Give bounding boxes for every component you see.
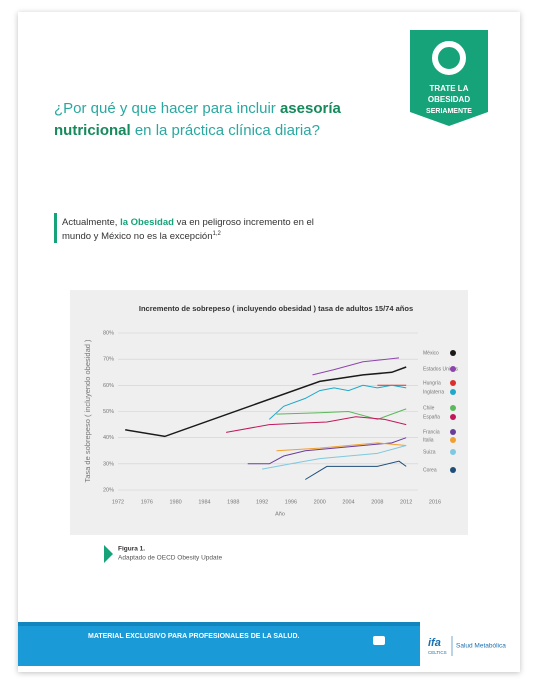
y-tick-label: 40% bbox=[103, 435, 114, 441]
legend-label: México bbox=[423, 350, 439, 356]
y-tick-label: 80% bbox=[103, 330, 114, 336]
series-line bbox=[276, 408, 407, 420]
quote-text: va en peligroso incremento en el bbox=[174, 217, 314, 228]
legend-label: Estados Unidos bbox=[423, 366, 459, 372]
figure-caption: Adaptado de OECD Obesity Update bbox=[118, 555, 222, 562]
logo-sub: CELTICS bbox=[428, 650, 447, 655]
legend-label: España bbox=[423, 414, 440, 420]
legend-label: Hungría bbox=[423, 380, 441, 386]
series-line bbox=[312, 357, 400, 376]
legend-flag bbox=[450, 449, 456, 455]
legend-label: Chile bbox=[423, 405, 435, 411]
legend-flag bbox=[450, 366, 456, 372]
x-tick-label: 1976 bbox=[141, 499, 153, 505]
legend-flag bbox=[450, 414, 456, 420]
legend-flag bbox=[450, 429, 456, 435]
chart: 20% 30% 40% 50% 60% 70% 80% 1972 1976 1980 1984 198… bbox=[103, 330, 459, 505]
quote-bold: la Obesidad bbox=[120, 217, 174, 228]
x-tick-label: 2016 bbox=[429, 499, 441, 505]
logo: ifa bbox=[428, 637, 441, 649]
x-tick-label: 2000 bbox=[314, 499, 326, 505]
series-line bbox=[305, 460, 407, 480]
series-line bbox=[262, 445, 407, 470]
quote-bar bbox=[54, 213, 57, 243]
heading-text: ¿Por qué y que hacer para incluir bbox=[54, 100, 280, 117]
footer-band bbox=[18, 622, 420, 666]
x-axis-title: Año bbox=[275, 511, 285, 517]
heading: ¿Por qué y que hacer para incluir asesor… bbox=[54, 100, 341, 117]
legend-flag bbox=[450, 350, 456, 356]
quote-text: mundo y México no es la excepción bbox=[62, 231, 213, 242]
heading-text: en la práctica clínica diaria? bbox=[131, 122, 320, 139]
series-line bbox=[125, 366, 407, 438]
x-tick-label: 1992 bbox=[256, 499, 268, 505]
series-line bbox=[226, 416, 407, 433]
badge-line: OBESIDAD bbox=[428, 95, 470, 104]
x-tick-label: 2008 bbox=[371, 499, 383, 505]
x-tick-label: 1984 bbox=[198, 499, 210, 505]
y-tick-label: 20% bbox=[103, 487, 114, 493]
heading-bold: nutricional bbox=[54, 122, 131, 139]
footer-notice: MATERIAL EXCLUSIVO PARA PROFESIONALES DE… bbox=[88, 633, 299, 640]
quote: mundo y México no es la excepción1,2 bbox=[62, 231, 222, 242]
y-tick-label: 60% bbox=[103, 383, 114, 389]
x-tick-label: 1996 bbox=[285, 499, 297, 505]
series-line bbox=[276, 442, 407, 452]
legend-flag bbox=[450, 437, 456, 443]
legend-label: Corea bbox=[423, 467, 437, 473]
badge-line: SERIAMENTE bbox=[426, 108, 472, 115]
x-tick-label: 1972 bbox=[112, 499, 124, 505]
brand: Salud Metabólica bbox=[456, 643, 506, 650]
footer-edge bbox=[18, 622, 420, 626]
badge-line: TRATE LA bbox=[430, 84, 469, 93]
quote-text: Actualmente, bbox=[62, 217, 120, 228]
legend-label: Francia bbox=[423, 429, 440, 435]
figure-arrow bbox=[104, 545, 113, 563]
legend-label: Inglaterra bbox=[423, 389, 444, 395]
x-tick-label: 2004 bbox=[342, 499, 354, 505]
legend-flag bbox=[450, 405, 456, 411]
x-tick-label: 2012 bbox=[400, 499, 412, 505]
y-tick-label: 50% bbox=[103, 409, 114, 415]
heading: nutricional en la práctica clínica diari… bbox=[54, 122, 320, 139]
chart-panel bbox=[70, 290, 468, 535]
legend-label: Suiza bbox=[423, 449, 436, 455]
y-axis-title: Tasa de sobrepeso ( incluyendo obesidad … bbox=[83, 339, 92, 483]
superscript: 1,2 bbox=[213, 231, 222, 237]
legend-label: Italia bbox=[423, 437, 434, 443]
y-tick-label: 70% bbox=[103, 357, 114, 363]
quote: Actualmente, la Obesidad va en peligroso… bbox=[62, 217, 314, 228]
footer-icon bbox=[373, 636, 385, 645]
chart-title: Incremento de sobrepeso ( incluyendo obe… bbox=[139, 304, 413, 313]
legend-flag bbox=[450, 467, 456, 473]
series-line bbox=[268, 384, 407, 420]
x-tick-label: 1988 bbox=[227, 499, 239, 505]
legend-flag bbox=[450, 380, 456, 386]
y-tick-label: 30% bbox=[103, 461, 114, 467]
x-tick-label: 1980 bbox=[170, 499, 182, 505]
heading-bold: asesoría bbox=[280, 100, 342, 117]
badge bbox=[410, 30, 488, 126]
figure-label: Figura 1. bbox=[118, 546, 145, 553]
legend-flag bbox=[450, 389, 456, 395]
badge-icon bbox=[432, 41, 466, 75]
